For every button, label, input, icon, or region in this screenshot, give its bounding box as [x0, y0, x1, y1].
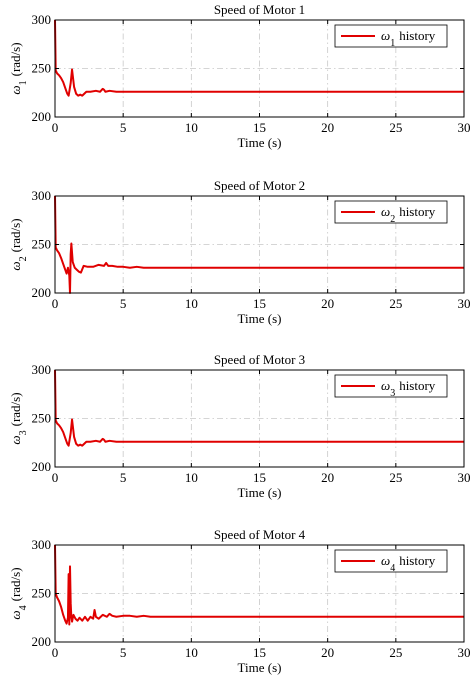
legend-box — [334, 200, 448, 224]
x-tick-label: 10 — [185, 470, 198, 485]
y-axis-label: ω4 (rad/s) — [8, 567, 29, 619]
series-line — [54, 19, 464, 97]
x-tick-label: 20 — [321, 470, 334, 485]
legend-symbol: ω — [381, 553, 390, 568]
x-axis-label: Time (s) — [238, 311, 282, 326]
y-label-symbol: ω — [8, 610, 23, 619]
y-tick-label: 200 — [32, 459, 52, 474]
x-tick-label: 5 — [120, 470, 127, 485]
y-tick-label: 250 — [32, 237, 52, 252]
series-line — [54, 544, 464, 626]
legend-symbol: ω — [381, 28, 390, 43]
legend-subscript: 1 — [390, 38, 395, 49]
y-tick-label: 300 — [32, 188, 52, 203]
legend-text: history — [399, 204, 436, 219]
y-label-symbol: ω — [8, 435, 23, 444]
legend-label: ω3 history — [381, 378, 436, 399]
x-tick-label: 25 — [389, 120, 402, 135]
legend-text: history — [399, 378, 436, 393]
chart-title: Speed of Motor 4 — [214, 527, 306, 542]
y-axis-label: ω1 (rad/s) — [8, 42, 29, 94]
y-tick-label: 250 — [32, 586, 52, 601]
legend: ω1 history — [334, 24, 448, 49]
y-tick-label: 200 — [32, 285, 52, 300]
x-tick-label: 25 — [389, 470, 402, 485]
y-label-subscript: 4 — [18, 605, 29, 610]
y-label-subscript: 2 — [18, 256, 29, 261]
chart-panel-4: Speed of Motor 4 0 5 10 15 20 25 30 200 250 300 Tim… — [8, 527, 471, 675]
y-label-unit: (rad/s) — [8, 42, 23, 76]
legend-text: history — [399, 553, 436, 568]
legend-symbol: ω — [381, 204, 390, 219]
y-label-symbol: ω — [8, 261, 23, 270]
y-label-symbol: ω — [8, 85, 23, 94]
x-tick-label: 20 — [321, 645, 334, 660]
x-tick-label: 5 — [120, 645, 127, 660]
legend-box — [334, 549, 448, 573]
x-tick-label: 15 — [253, 645, 266, 660]
legend-symbol: ω — [381, 378, 390, 393]
x-tick-label: 5 — [120, 120, 127, 135]
y-tick-label: 300 — [32, 537, 52, 552]
x-tick-label: 20 — [321, 296, 334, 311]
legend-subscript: 3 — [390, 388, 395, 399]
y-axis-label: ω2 (rad/s) — [8, 218, 29, 270]
legend-subscript: 4 — [390, 563, 395, 574]
x-tick-label: 25 — [389, 645, 402, 660]
x-tick-label: 0 — [52, 645, 59, 660]
x-axis-label: Time (s) — [238, 135, 282, 150]
series-line — [54, 195, 464, 294]
chart-panel-3: Speed of Motor 3 0 5 10 15 20 25 30 200 250 300 Tim… — [8, 352, 471, 500]
chart-title: Speed of Motor 2 — [214, 178, 305, 193]
y-tick-label: 200 — [32, 109, 52, 124]
legend-label: ω1 history — [381, 28, 436, 49]
x-tick-label: 30 — [458, 120, 471, 135]
x-tick-label: 0 — [52, 296, 59, 311]
chart-title: Speed of Motor 1 — [214, 2, 305, 17]
y-label-unit: (rad/s) — [8, 392, 23, 426]
x-tick-label: 0 — [52, 120, 59, 135]
x-axis-label: Time (s) — [238, 485, 282, 500]
x-tick-label: 30 — [458, 645, 471, 660]
legend-label: ω4 history — [381, 553, 436, 574]
y-label-unit: (rad/s) — [8, 567, 23, 601]
y-tick-label: 250 — [32, 61, 52, 76]
legend: ω4 history — [334, 549, 448, 574]
series-line — [54, 369, 464, 447]
legend-box — [334, 374, 448, 398]
legend: ω3 history — [334, 374, 448, 399]
y-tick-label: 300 — [32, 362, 52, 377]
chart-title: Speed of Motor 3 — [214, 352, 305, 367]
legend-text: history — [399, 28, 436, 43]
x-tick-label: 10 — [185, 645, 198, 660]
x-tick-label: 15 — [253, 120, 266, 135]
legend-label: ω2 history — [381, 204, 436, 225]
y-tick-label: 200 — [32, 634, 52, 649]
y-label-subscript: 3 — [18, 430, 29, 435]
chart-panel-1: Speed of Motor 1 0 5 10 15 20 25 30 200 250 300 Tim… — [8, 2, 471, 150]
legend-box — [334, 24, 448, 48]
x-tick-label: 15 — [253, 296, 266, 311]
legend: ω2 history — [334, 200, 448, 225]
x-axis-label: Time (s) — [238, 660, 282, 675]
x-tick-label: 30 — [458, 296, 471, 311]
y-label-subscript: 1 — [18, 80, 29, 85]
y-tick-label: 300 — [32, 12, 52, 27]
chart-panel-2: Speed of Motor 2 0 5 10 15 20 25 30 200 250 300 Tim… — [8, 178, 471, 326]
y-axis-label: ω3 (rad/s) — [8, 392, 29, 444]
x-tick-label: 0 — [52, 470, 59, 485]
x-tick-label: 25 — [389, 296, 402, 311]
y-tick-label: 250 — [32, 411, 52, 426]
x-tick-label: 10 — [185, 120, 198, 135]
y-label-unit: (rad/s) — [8, 218, 23, 252]
legend-subscript: 2 — [390, 214, 395, 225]
x-tick-label: 10 — [185, 296, 198, 311]
x-tick-label: 15 — [253, 470, 266, 485]
x-tick-label: 20 — [321, 120, 334, 135]
x-tick-label: 30 — [458, 470, 471, 485]
x-tick-label: 5 — [120, 296, 127, 311]
